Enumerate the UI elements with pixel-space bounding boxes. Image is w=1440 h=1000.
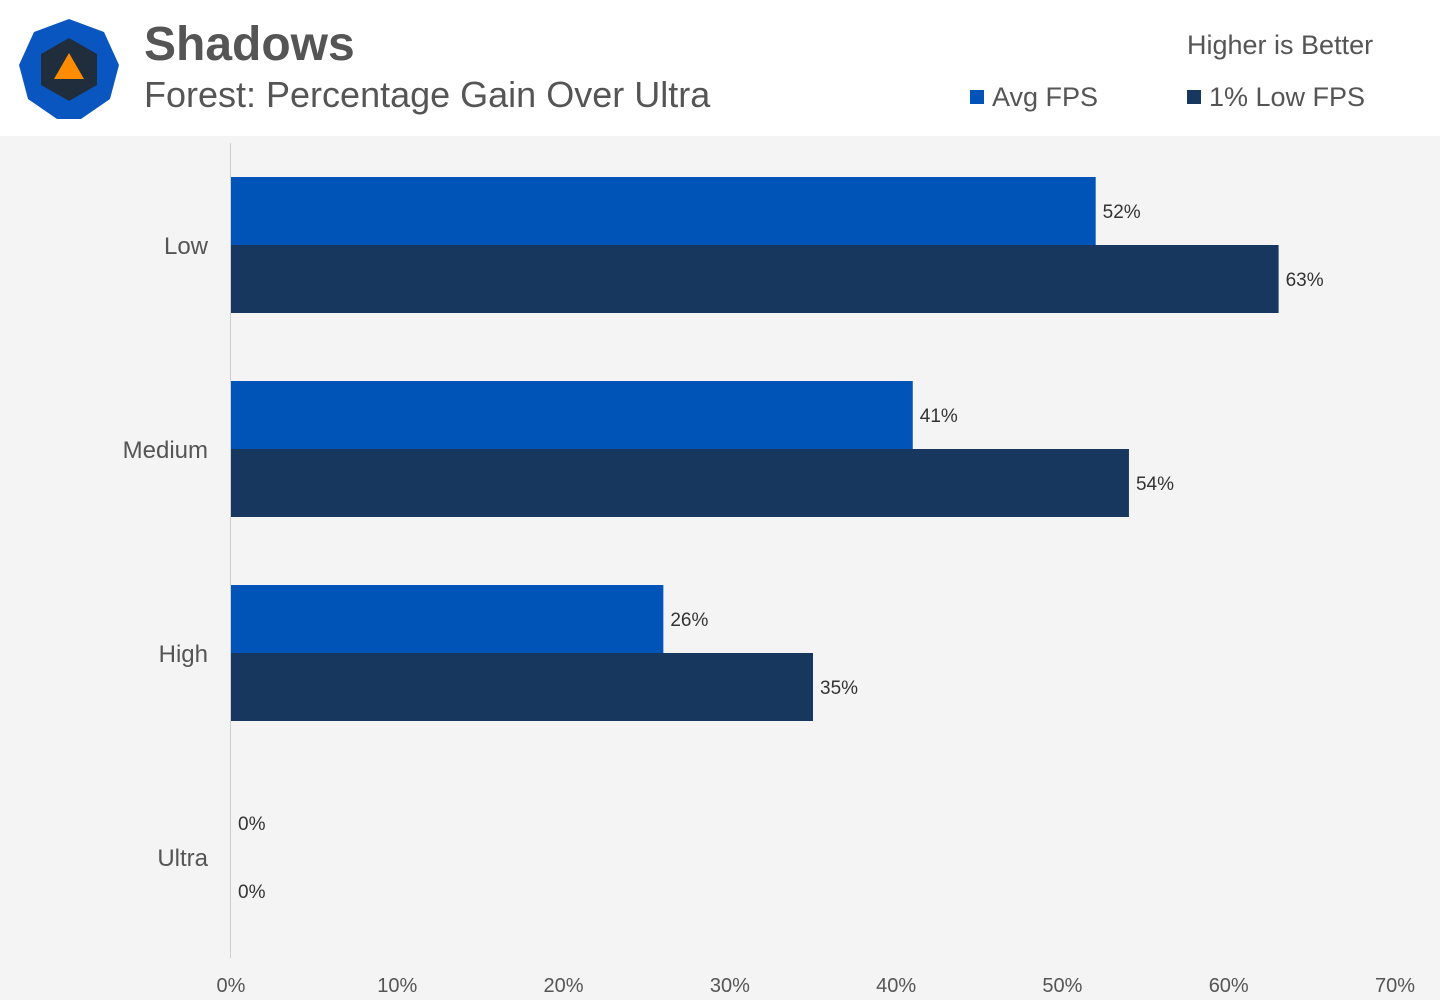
x-tick-label-1: 10%: [377, 975, 417, 997]
legend-label-avg-fps: Avg FPS: [992, 82, 1099, 112]
data-label-high-avg-fps: 26%: [670, 610, 708, 631]
chart-title: Shadows: [144, 18, 355, 71]
x-tick-label-4: 40%: [876, 975, 916, 997]
category-label-low: Low: [164, 233, 209, 260]
bar-high-avg-fps: [231, 585, 664, 653]
higher-is-better-note: Higher is Better: [1187, 30, 1374, 60]
bar-low-avg-fps: [231, 177, 1096, 245]
bar-medium-avg-fps: [231, 381, 913, 449]
data-label-high-1-low-fps: 35%: [820, 678, 858, 699]
bar-high-1-low-fps: [231, 653, 813, 721]
data-label-low-avg-fps: 52%: [1103, 202, 1141, 223]
data-label-ultra-1-low-fps: 0%: [238, 882, 266, 903]
x-tick-label-3: 30%: [710, 975, 750, 997]
x-tick-label-0: 0%: [217, 975, 246, 997]
category-label-high: High: [159, 641, 208, 668]
legend-swatch-avg-fps: [970, 90, 984, 104]
hexagon-triangle-logo-icon: [19, 19, 119, 119]
legend-swatch-low-fps: [1187, 90, 1201, 104]
x-tick-label-5: 50%: [1042, 975, 1082, 997]
category-label-ultra: Ultra: [157, 845, 208, 872]
data-label-medium-avg-fps: 41%: [920, 406, 958, 427]
legend-label-low-fps: 1% Low FPS: [1209, 82, 1366, 112]
x-tick-label-7: 70%: [1375, 975, 1415, 997]
legend-item-low-fps: 1% Low FPS: [1187, 80, 1365, 114]
chart-header: Shadows Forest: Percentage Gain Over Ult…: [0, 0, 1440, 136]
x-tick-label-6: 60%: [1209, 975, 1249, 997]
bar-medium-1-low-fps: [231, 449, 1129, 517]
data-label-low-1-low-fps: 63%: [1286, 270, 1324, 291]
category-label-medium: Medium: [123, 437, 208, 464]
bar-low-1-low-fps: [231, 245, 1279, 313]
data-label-medium-1-low-fps: 54%: [1136, 474, 1174, 495]
x-tick-label-2: 20%: [544, 975, 584, 997]
chart-subtitle: Forest: Percentage Gain Over Ultra: [144, 74, 711, 115]
legend-item-avg-fps: Avg FPS: [970, 80, 1098, 114]
data-label-ultra-avg-fps: 0%: [238, 814, 266, 835]
